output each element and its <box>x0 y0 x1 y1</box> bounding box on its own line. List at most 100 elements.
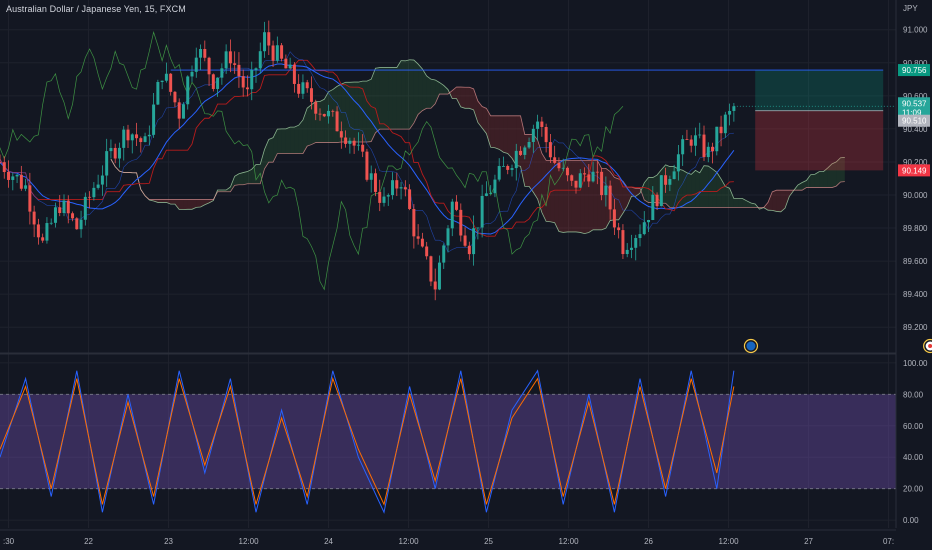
candle-body <box>544 126 548 143</box>
cloud-segment <box>349 82 355 143</box>
symbol-title[interactable]: Australian Dollar / Japanese Yen, 15, FX… <box>6 4 186 14</box>
candle-body <box>664 175 668 185</box>
candle-body <box>96 184 100 188</box>
candle-body <box>706 146 710 158</box>
cloud-segment <box>388 67 393 130</box>
candle-body <box>629 247 633 250</box>
cloud-segment <box>401 60 406 130</box>
cloud-segment <box>622 181 628 214</box>
x-tick-label: 12:00 <box>239 537 260 546</box>
candle-body <box>429 256 433 282</box>
cloud-segment <box>550 160 555 223</box>
cloud-segment <box>486 108 491 148</box>
cloud-segment <box>460 87 466 109</box>
cloud-segment <box>192 199 197 210</box>
cloud-segment <box>814 171 820 188</box>
candle-body <box>258 51 262 69</box>
candle-body <box>578 173 582 188</box>
cloud-segment <box>682 170 687 208</box>
candle-body <box>519 150 523 155</box>
cloud-segment <box>477 101 483 128</box>
y-tick-label: 91.000 <box>903 26 928 35</box>
candle-body <box>75 218 79 230</box>
cloud-segment <box>196 199 201 208</box>
candle-body <box>672 171 676 180</box>
candle-body <box>335 111 339 132</box>
candle-body <box>318 113 322 115</box>
cloud-segment <box>699 165 704 208</box>
candle-body <box>245 87 249 90</box>
stochastic-y-tick-label: 80.00 <box>903 390 924 399</box>
cloud-segment <box>780 190 786 212</box>
cloud-segment <box>584 160 589 234</box>
candle-body <box>83 196 87 220</box>
cloud-segment <box>384 67 389 130</box>
candle-body <box>467 245 471 255</box>
leading-span-a <box>110 59 845 235</box>
candle-body <box>113 147 117 159</box>
candle-body <box>66 200 70 214</box>
cloud-segment <box>183 199 188 210</box>
cloud-segment <box>576 160 581 233</box>
candle-body <box>267 32 271 46</box>
cloud-segment <box>597 160 602 230</box>
grid <box>0 0 896 528</box>
x-tick-label: 12:00 <box>559 537 580 546</box>
cloud-segment <box>298 119 303 154</box>
candle-body <box>36 224 40 238</box>
x-tick-label: 07: <box>883 537 894 546</box>
candle-body <box>263 32 267 52</box>
y-tick-label: 89.200 <box>903 323 928 332</box>
candle-body <box>378 191 382 203</box>
candle-body <box>514 150 518 169</box>
cloud-segment <box>503 115 508 154</box>
candle-body <box>723 114 727 134</box>
candle-body <box>391 180 395 196</box>
candle-body <box>105 151 109 176</box>
cloud-segment <box>268 137 274 163</box>
cloud-segment <box>439 82 444 95</box>
cloud-segment <box>405 59 410 130</box>
cloud-segment <box>686 172 692 208</box>
candle-body <box>506 166 510 170</box>
candle-body <box>570 175 574 181</box>
candle-body <box>557 162 561 169</box>
cloud-segment <box>644 177 649 203</box>
candle-body <box>489 193 493 195</box>
candle-body <box>681 139 685 155</box>
candle-body <box>732 106 736 111</box>
y-tick-label: 90.400 <box>903 125 928 134</box>
cloud-segment <box>221 190 227 192</box>
cloud-segment <box>430 79 436 109</box>
cloud-segment <box>426 75 431 109</box>
cloud-segment <box>738 198 743 208</box>
candle-body <box>356 144 360 146</box>
cloud-segment <box>264 139 269 169</box>
cloud-segment <box>328 89 333 143</box>
cloud-segment <box>785 190 790 209</box>
candle-body <box>403 187 407 190</box>
candle-body <box>117 147 121 159</box>
cloud-segment <box>678 169 683 208</box>
candle-body <box>309 88 313 102</box>
cloud-segment <box>422 68 427 111</box>
event-icons[interactable] <box>743 338 932 354</box>
candle-body <box>41 237 45 241</box>
cloud-segment <box>529 134 534 193</box>
candle-body <box>702 134 706 158</box>
y-tick-label: 90.200 <box>903 158 928 167</box>
candle-body <box>510 168 514 170</box>
price-tag-label: 11:09 <box>902 108 922 117</box>
long-position-tool[interactable] <box>755 70 884 171</box>
y-tick-label: 90.600 <box>903 92 928 101</box>
cloud-segment <box>832 161 837 188</box>
candle-body <box>45 223 49 241</box>
candle-body <box>32 211 36 225</box>
price-tag-label: 90.756 <box>902 66 927 75</box>
candle-body <box>233 63 237 65</box>
cloud-segment <box>768 191 773 211</box>
australia-flag-icon-fill <box>746 341 756 351</box>
cloud-segment <box>541 153 547 222</box>
